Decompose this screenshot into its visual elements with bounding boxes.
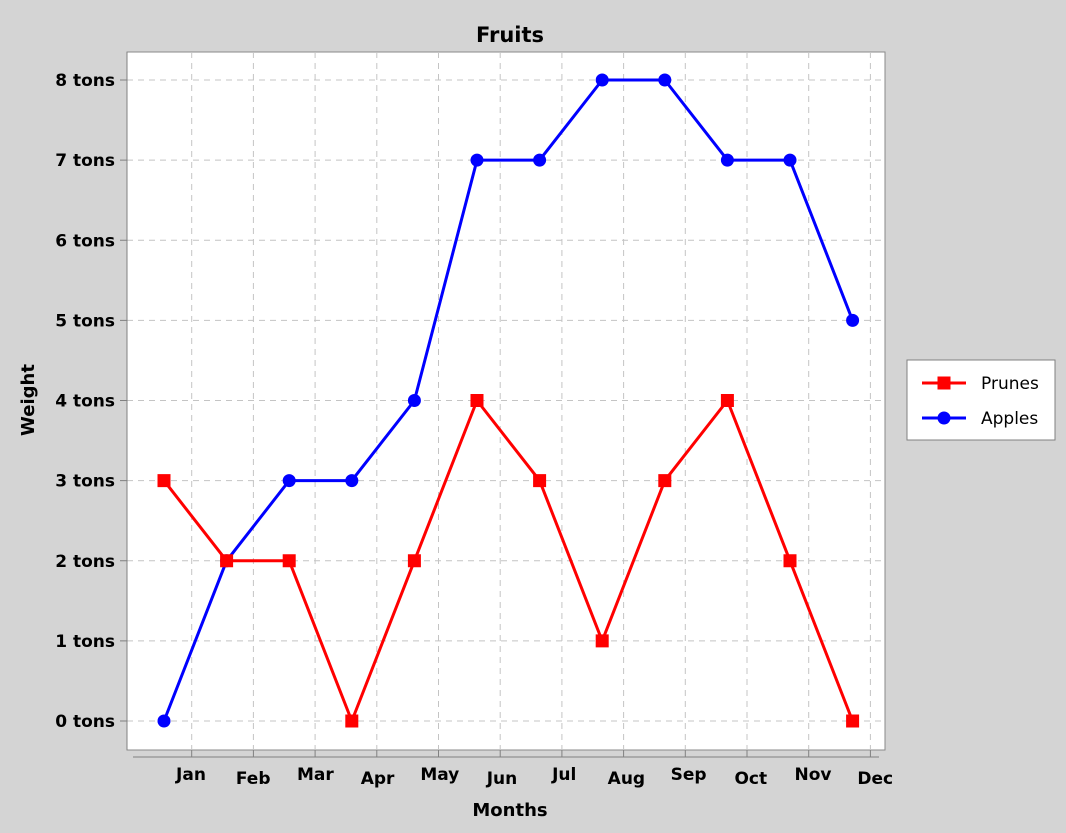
data-point [846,714,860,728]
y-axis-label: Weight [18,364,39,436]
data-point [282,554,296,568]
legend-label: Prunes [981,374,1039,394]
y-tick-label: 5 tons [55,311,115,331]
legend-box [906,359,1056,441]
legend-marker [937,411,951,425]
x-tick-label: Jun [486,769,518,789]
data-point [658,73,672,87]
data-point [407,554,421,568]
data-point [846,313,860,327]
data-point [533,474,547,488]
series-layer [157,73,860,728]
data-point [220,554,234,568]
x-tick-label: Oct [734,769,767,789]
y-tick-label: 0 tons [55,712,115,732]
series-apples [157,73,860,728]
x-axis-ticks: Jan Feb Mar Apr May Jun Jul Aug Sep Oct Nov Dec [175,750,893,789]
data-point [783,153,797,167]
data-point [533,153,547,167]
x-tick-label: Dec [857,769,893,789]
data-point [595,634,609,648]
x-axis-label: Months [472,800,547,821]
data-point [345,474,359,488]
y-axis-ticks: 0 tons 1 tons 2 tons 3 tons 4 tons 5 tons 6 to… [55,71,127,732]
data-point [720,394,734,407]
x-tick-label: Nov [795,765,832,785]
series-line [162,399,854,723]
y-tick-label: 8 tons [55,71,115,91]
data-point [470,394,484,407]
legend-item-prunes: Prunes [922,374,1039,394]
data-point [157,474,171,488]
x-tick-label: May [420,765,459,785]
legend-item-apples: Apples [922,409,1038,429]
data-point [345,714,359,728]
data-point [720,153,734,167]
y-tick-label: 2 tons [55,552,115,572]
x-tick-label: Sep [671,765,707,785]
data-point [157,714,171,728]
y-tick-label: 3 tons [55,472,115,492]
x-tick-label: Feb [236,769,271,789]
y-tick-label: 4 tons [55,392,115,412]
data-point [470,153,484,167]
legend: Prunes Apples [906,359,1056,441]
horizontal-gridlines [127,79,885,722]
y-tick-label: 7 tons [55,151,115,171]
x-tick-label: Aug [608,769,645,789]
series-line [162,78,854,722]
data-point [595,73,609,87]
y-tick-label: 1 tons [55,632,115,652]
data-point [407,394,421,407]
legend-marker [937,376,951,390]
x-tick-label: Jan [175,765,206,785]
data-point [282,474,296,488]
chart-title: Fruits [476,23,544,47]
data-point [658,474,672,488]
y-tick-label: 6 tons [55,231,115,251]
x-tick-label: Mar [297,765,334,785]
x-tick-label: Jul [551,765,576,785]
data-point [783,554,797,568]
series-prunes [157,394,860,728]
legend-label: Apples [981,409,1038,429]
x-tick-label: Apr [361,769,395,789]
